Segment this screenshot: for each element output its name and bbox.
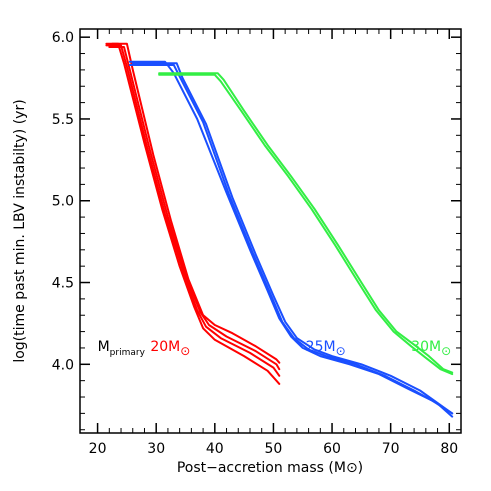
series-line-20M-2	[105, 44, 281, 377]
series-layer	[105, 42, 454, 418]
x-tick-label: 30	[147, 441, 165, 457]
y-tick-label: 4.0	[52, 357, 74, 373]
series-line-20M-3	[108, 46, 281, 371]
y-axis-title: log(time past min. LBV instabilty) (yr)	[12, 99, 28, 362]
x-tick-label: 60	[323, 441, 341, 457]
annotation-2: 20M⊙	[150, 339, 190, 358]
x-axis-title: Post−accretion mass (M⊙)	[177, 460, 363, 476]
y-tick-label: 5.5	[52, 112, 74, 128]
series-line-30M-8	[158, 72, 454, 374]
ticks-layer: 20 30 40 50 60 70 80 4.0 4.5 5.0 5.5 6.0	[52, 29, 461, 457]
series-line-25M-6	[128, 64, 454, 418]
y-tick-label: 4.5	[52, 276, 74, 292]
series-line-20M-1	[105, 42, 281, 385]
plot-frame	[79, 28, 462, 434]
series-line-25M-7	[131, 62, 454, 415]
annotation-layer: Mprimary 20M⊙ 25M⊙ 30M⊙	[98, 339, 452, 358]
x-tick-label: 40	[206, 441, 224, 457]
annotation-4: 30M⊙	[411, 339, 451, 358]
x-tick-label: 20	[89, 441, 107, 457]
x-tick-label: 50	[265, 441, 283, 457]
x-tick-label: 70	[382, 441, 400, 457]
x-tick-label: 80	[440, 441, 458, 457]
annotation-3: 25M⊙	[306, 339, 346, 358]
series-line-20M-4	[111, 42, 281, 364]
series-line-25M-5	[128, 60, 454, 415]
y-tick-label: 5.0	[52, 194, 74, 210]
annotation-1: Mprimary	[98, 339, 146, 358]
series-line-30M-9	[158, 73, 454, 376]
y-tick-label: 6.0	[52, 30, 74, 46]
